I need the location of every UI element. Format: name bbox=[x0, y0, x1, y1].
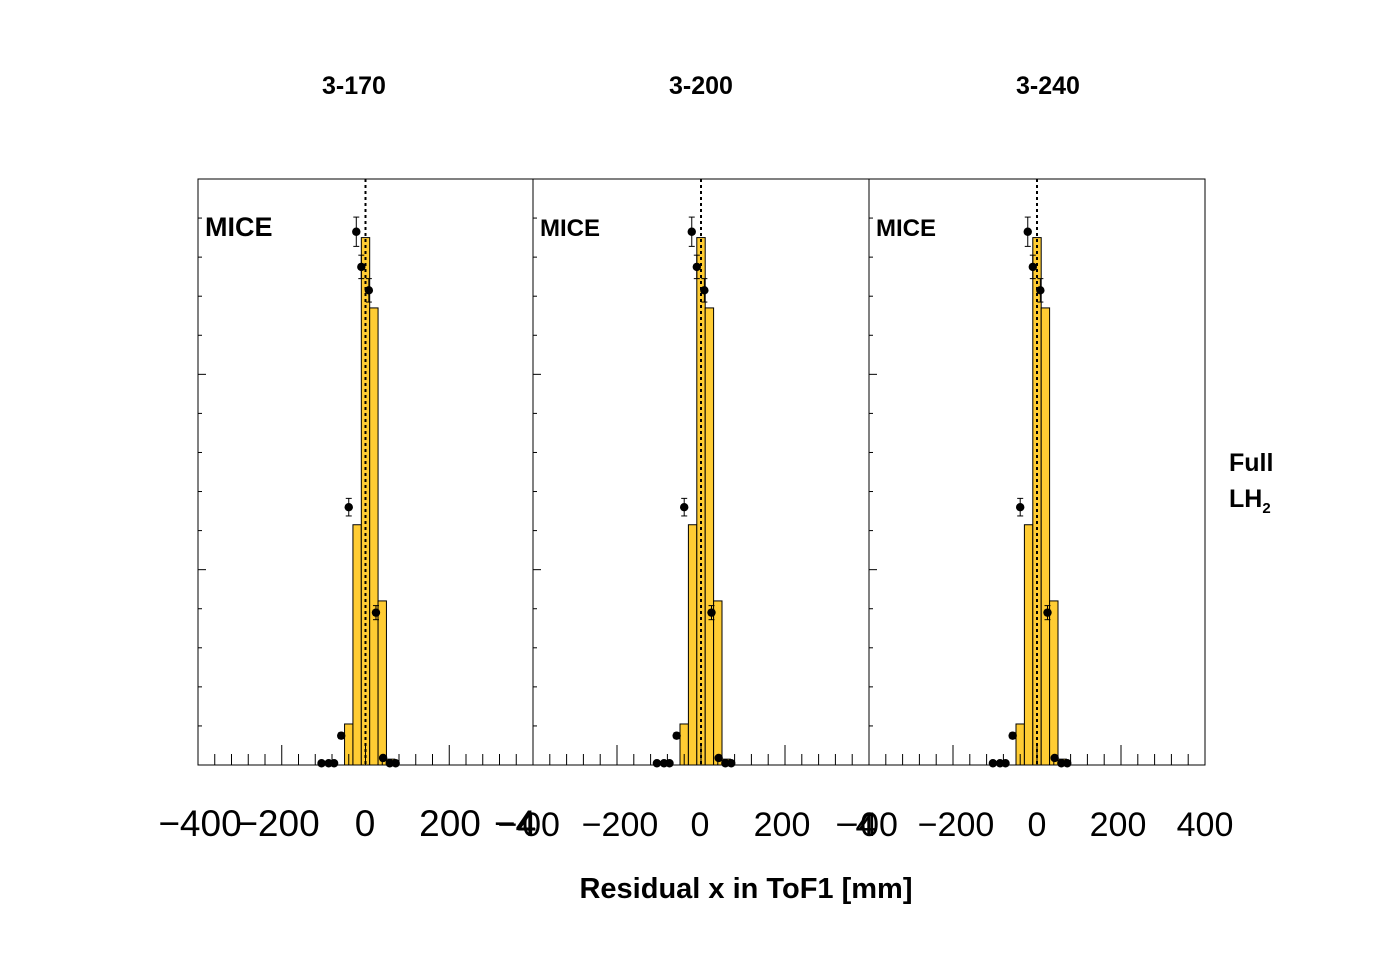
mice-badge-2: MICE bbox=[540, 215, 600, 242]
data-point-2-9 bbox=[707, 608, 716, 617]
data-point-1-4 bbox=[337, 731, 346, 740]
data-point-1-5 bbox=[344, 502, 353, 512]
data-point-1-8 bbox=[364, 286, 374, 295]
x-tick-label-2-6: −4 bbox=[839, 806, 878, 844]
data-point-3-7 bbox=[1028, 262, 1038, 272]
data-point-3-9 bbox=[1043, 608, 1052, 617]
x-tick-label-1-5: −4 bbox=[494, 803, 536, 844]
panel-title-2: 3-200 bbox=[669, 72, 733, 100]
data-point-3-10 bbox=[1050, 753, 1059, 763]
data-point-3-6 bbox=[1023, 227, 1032, 236]
data-point-2-12 bbox=[727, 759, 736, 768]
data-point-3-4 bbox=[1008, 731, 1017, 740]
histogram-bar-3-4 bbox=[1040, 307, 1051, 766]
data-point-3-8 bbox=[1036, 286, 1045, 295]
x-tick-label-2-4: 0 bbox=[691, 806, 710, 844]
x-tick-label-2-1: −4 bbox=[498, 806, 537, 844]
data-point-2-3 bbox=[665, 759, 674, 768]
row-label-lh2: LH2 bbox=[1229, 485, 1271, 517]
x-tick-label-3-2: 00 bbox=[860, 806, 898, 844]
x-tick-label-1-4: 200 bbox=[419, 803, 481, 844]
data-point-2-8 bbox=[700, 286, 709, 295]
panel-title-1: 3-170 bbox=[322, 72, 386, 100]
data-point-2-5 bbox=[680, 502, 689, 512]
x-tick-label-3-4: 0 bbox=[1028, 806, 1047, 844]
data-point-3-3 bbox=[1001, 759, 1010, 768]
row-label-lh: LH bbox=[1229, 485, 1263, 513]
data-point-2-10 bbox=[714, 753, 723, 763]
x-tick-label-2-5: 200 bbox=[754, 806, 811, 844]
data-point-1-3 bbox=[329, 759, 339, 768]
mice-badge-1: MICE bbox=[205, 212, 273, 242]
histogram-bar-3-2 bbox=[1023, 524, 1034, 766]
x-tick-label-3-5: 200 bbox=[1090, 806, 1147, 844]
data-point-2-7 bbox=[692, 262, 701, 272]
x-tick-label-1-3: 0 bbox=[355, 803, 376, 844]
data-point-3-1 bbox=[988, 759, 998, 768]
histogram-bar-1-2 bbox=[352, 524, 362, 766]
mice-badge-3: MICE bbox=[876, 215, 936, 242]
data-point-2-11 bbox=[721, 759, 730, 768]
histogram-bar-2-2 bbox=[687, 524, 698, 766]
row-label-subscript: 2 bbox=[1262, 500, 1271, 517]
data-point-2-4 bbox=[672, 731, 681, 740]
data-point-1-11 bbox=[385, 759, 394, 768]
x-tick-label-3-6: 400 bbox=[1177, 806, 1234, 844]
data-point-3-11 bbox=[1057, 759, 1066, 768]
data-point-1-10 bbox=[378, 753, 388, 763]
data-point-3-12 bbox=[1063, 759, 1072, 768]
x-tick-label-2-3: −200 bbox=[582, 806, 659, 844]
data-point-1-7 bbox=[357, 262, 366, 272]
x-tick-label-1-2: −200 bbox=[236, 803, 319, 844]
data-point-1-12 bbox=[391, 759, 400, 768]
x-tick-label-2-2: 00 bbox=[522, 806, 560, 844]
panel-title-3: 3-240 bbox=[1016, 72, 1080, 100]
x-axis-label: Residual x in ToF1 [mm] bbox=[579, 873, 913, 905]
data-point-1-9 bbox=[371, 608, 381, 617]
data-point-1-1 bbox=[317, 759, 326, 768]
x-tick-label-3-1: −4 bbox=[836, 806, 875, 844]
x-tick-label-1-1: −400 bbox=[158, 803, 241, 844]
row-label-full: Full bbox=[1229, 449, 1274, 477]
histogram-bar-1-5 bbox=[377, 600, 387, 766]
histogram-bar-2-4 bbox=[704, 307, 715, 766]
histogram-bar-2-5 bbox=[713, 600, 723, 766]
histogram-bar-1-4 bbox=[369, 307, 379, 766]
data-point-2-1 bbox=[652, 759, 662, 768]
data-point-2-6 bbox=[687, 227, 696, 236]
data-point-3-5 bbox=[1016, 502, 1025, 512]
x-tick-label-3-3: −200 bbox=[918, 806, 995, 844]
data-point-1-6 bbox=[352, 227, 361, 236]
histogram-bar-3-5 bbox=[1049, 600, 1059, 766]
